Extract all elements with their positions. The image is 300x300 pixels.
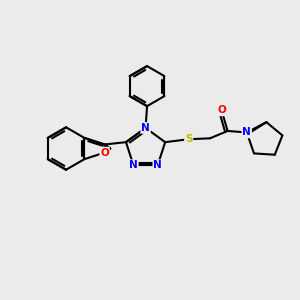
Text: N: N bbox=[153, 160, 162, 170]
Text: N: N bbox=[129, 160, 138, 170]
Text: N: N bbox=[242, 128, 251, 137]
Text: O: O bbox=[100, 148, 109, 158]
Text: S: S bbox=[185, 134, 193, 144]
Text: O: O bbox=[218, 105, 227, 116]
Text: N: N bbox=[141, 123, 150, 133]
